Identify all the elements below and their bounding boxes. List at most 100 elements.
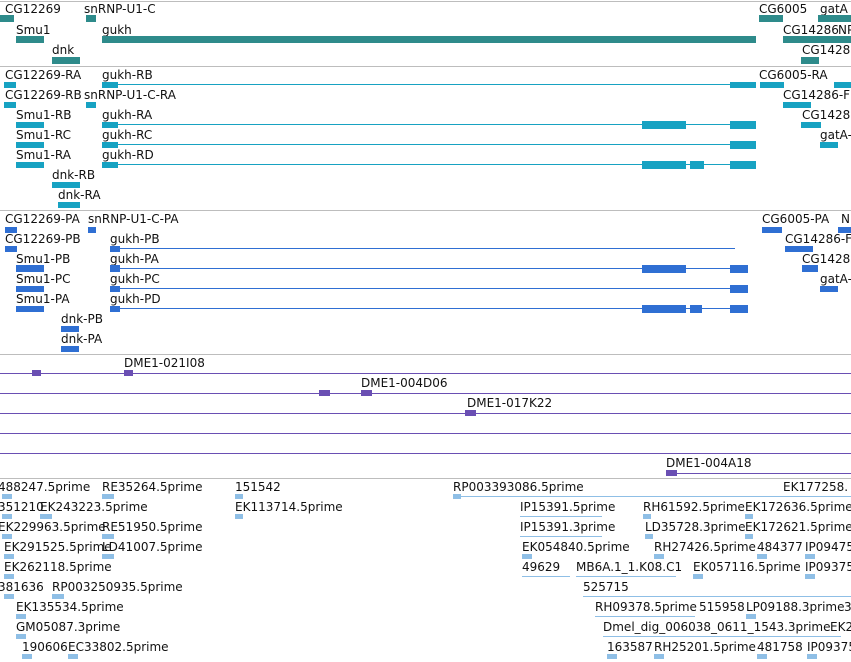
transcript-glyph[interactable]: [4, 102, 16, 108]
est-label[interactable]: EK2: [830, 620, 851, 634]
est-glyph[interactable]: [522, 554, 532, 559]
clone-line[interactable]: [0, 433, 851, 434]
protein-label[interactable]: snRNP-U1-C-PA: [88, 212, 179, 226]
transcript-glyph[interactable]: [690, 161, 704, 169]
protein-label[interactable]: gukh-PB: [110, 232, 160, 246]
est-glyph[interactable]: [807, 654, 817, 659]
transcript-glyph[interactable]: [783, 102, 811, 108]
protein-label[interactable]: Smu1-PC: [16, 272, 71, 286]
est-glyph[interactable]: [2, 514, 12, 519]
est-glyph[interactable]: [805, 574, 815, 579]
clone-label[interactable]: DME1-004D06: [361, 376, 448, 390]
est-glyph[interactable]: [745, 514, 753, 519]
clone-marker[interactable]: [666, 470, 677, 476]
est-label[interactable]: IP15391.3prime: [520, 520, 616, 534]
transcript-glyph[interactable]: [820, 142, 838, 148]
est-glyph[interactable]: [2, 534, 12, 539]
protein-glyph[interactable]: [802, 265, 818, 272]
protein-label[interactable]: CG12269-PB: [5, 232, 81, 246]
est-label[interactable]: 151542: [235, 480, 281, 494]
protein-glyph[interactable]: [838, 227, 851, 233]
est-glyph[interactable]: [645, 534, 653, 539]
transcript-glyph[interactable]: [760, 82, 784, 88]
est-glyph[interactable]: [235, 514, 243, 519]
est-label[interactable]: 3: [844, 600, 851, 614]
protein-label[interactable]: gukh-PD: [110, 292, 161, 306]
est-label[interactable]: EK057116.5prime: [693, 560, 801, 574]
protein-glyph[interactable]: [61, 326, 79, 332]
gene-glyph[interactable]: [801, 57, 819, 64]
est-line[interactable]: [583, 596, 851, 597]
gene-label[interactable]: CG1428: [802, 43, 851, 57]
gene-glyph[interactable]: [16, 36, 44, 43]
est-glyph[interactable]: [693, 574, 703, 579]
transcript-glyph[interactable]: [52, 182, 80, 188]
est-label[interactable]: LD35728.3prime: [645, 520, 746, 534]
transcript-glyph[interactable]: [730, 121, 756, 129]
transcript-label[interactable]: dnk-RA: [58, 188, 101, 202]
transcript-glyph[interactable]: [730, 141, 756, 149]
est-label[interactable]: IP09375: [805, 560, 851, 574]
gene-label[interactable]: CG14286: [783, 23, 839, 37]
est-label[interactable]: RH25201.5prime: [654, 640, 756, 654]
transcript-label[interactable]: gukh-RB: [102, 68, 153, 82]
transcript-glyph[interactable]: [102, 162, 118, 168]
est-label[interactable]: RH27426.5prime: [654, 540, 756, 554]
transcript-label[interactable]: CG12269-RA: [5, 68, 82, 82]
protein-glyph[interactable]: [642, 305, 686, 313]
protein-glyph[interactable]: [642, 265, 686, 273]
gene-glyph[interactable]: [102, 36, 756, 43]
gene-label[interactable]: snRNP-U1-C: [84, 2, 156, 16]
clone-marker[interactable]: [124, 370, 133, 376]
est-label[interactable]: GM05087.3prime: [16, 620, 121, 634]
est-label[interactable]: IP09375: [807, 640, 851, 654]
clone-marker[interactable]: [32, 370, 41, 376]
protein-label[interactable]: dnk-PA: [61, 332, 103, 346]
est-label[interactable]: RP003250935.5prime: [52, 580, 183, 594]
protein-label[interactable]: dnk-PB: [61, 312, 103, 326]
protein-glyph[interactable]: [820, 286, 838, 292]
est-glyph[interactable]: [745, 534, 753, 539]
protein-glyph[interactable]: [785, 246, 813, 252]
clone-line[interactable]: [0, 413, 851, 414]
gene-label[interactable]: gatA: [820, 2, 848, 16]
gene-label[interactable]: CG6005: [759, 2, 808, 16]
gene-glyph[interactable]: [0, 15, 14, 22]
est-label[interactable]: EK172621.5prime: [745, 520, 851, 534]
transcript-glyph[interactable]: [102, 142, 118, 148]
transcript-label[interactable]: CG1428: [802, 108, 851, 122]
est-label[interactable]: EK113714.5prime: [235, 500, 343, 514]
transcript-glyph[interactable]: [16, 122, 44, 128]
est-label[interactable]: RE51950.5prime: [102, 520, 203, 534]
clone-label[interactable]: DME1-021I08: [124, 356, 205, 370]
est-label[interactable]: EK172636.5prime: [745, 500, 851, 514]
est-glyph[interactable]: [102, 494, 114, 499]
est-glyph[interactable]: [4, 554, 14, 559]
est-glyph[interactable]: [22, 654, 32, 659]
protein-label[interactable]: gukh-PA: [110, 252, 159, 266]
est-glyph[interactable]: [607, 654, 617, 659]
est-label[interactable]: 381636: [0, 580, 44, 594]
transcript-glyph[interactable]: [4, 82, 16, 88]
transcript-glyph[interactable]: [16, 162, 44, 168]
gene-glyph[interactable]: [783, 36, 851, 43]
transcript-label[interactable]: CG12269-RB: [5, 88, 82, 102]
clone-marker[interactable]: [465, 410, 476, 416]
protein-label[interactable]: CG14286-F: [785, 232, 851, 246]
transcript-glyph[interactable]: [730, 161, 756, 169]
est-glyph[interactable]: [805, 554, 815, 559]
protein-glyph[interactable]: [730, 265, 748, 273]
transcript-label[interactable]: gukh-RD: [102, 148, 154, 162]
gene-label[interactable]: CG12269: [5, 2, 61, 16]
protein-glyph[interactable]: [16, 306, 44, 312]
transcript-label[interactable]: CG14286-F: [783, 88, 851, 102]
est-glyph[interactable]: [102, 534, 114, 539]
est-glyph[interactable]: [643, 514, 651, 519]
clone-line[interactable]: [0, 453, 851, 454]
est-glyph[interactable]: [16, 614, 26, 619]
est-glyph[interactable]: [746, 614, 756, 619]
est-label[interactable]: EK229963.5prime: [0, 520, 106, 534]
est-label[interactable]: 481758: [757, 640, 803, 654]
protein-glyph[interactable]: [16, 286, 44, 292]
est-label[interactable]: MB6A.1_1.K08.C1: [576, 560, 683, 574]
